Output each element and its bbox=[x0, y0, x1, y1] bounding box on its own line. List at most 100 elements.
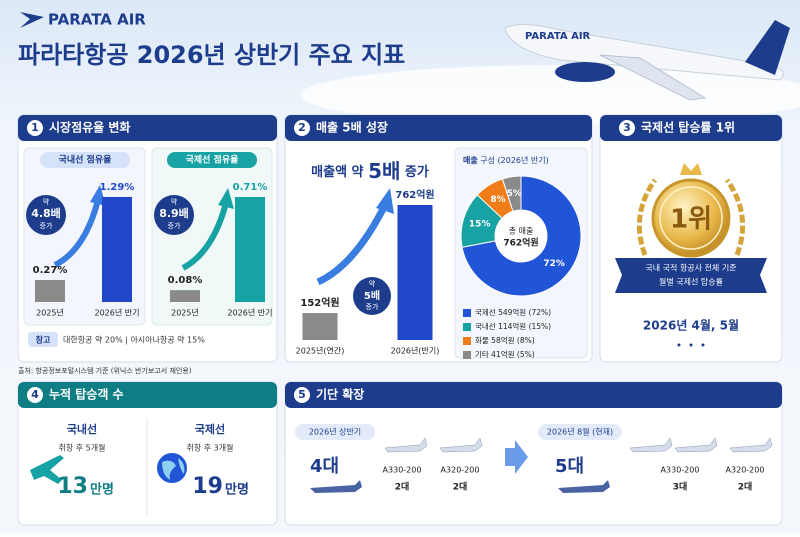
legend-label: 국제선 549억원 (72%) bbox=[475, 308, 551, 317]
bar-value-label: 1.29% bbox=[100, 182, 135, 193]
panel-title: 누적 탑승객 수 bbox=[49, 387, 124, 402]
panel-number: 5 bbox=[298, 388, 306, 401]
legend-label: 화물 58억원 (8%) bbox=[475, 336, 535, 345]
bar-category-label: 2026년 반기 bbox=[228, 308, 273, 318]
fleet-period: 2026년 8월 (현재) bbox=[547, 427, 613, 437]
logo bbox=[20, 12, 44, 28]
badge-text: 증가 bbox=[40, 221, 53, 230]
fleet-model: A330-200 bbox=[383, 466, 422, 475]
bar-category-label: 2026년(반기) bbox=[391, 346, 440, 356]
fleet-count: 3대 bbox=[673, 481, 688, 493]
bar bbox=[397, 205, 433, 340]
bar-value-label: 0.08% bbox=[168, 275, 203, 286]
headline-text: 증가 bbox=[400, 165, 428, 180]
legend-label: 국내선 114억원 (15%) bbox=[475, 322, 551, 331]
bar bbox=[102, 197, 132, 302]
fleet-total: 5대 bbox=[555, 456, 584, 477]
headline: 매출액 약 5배 증가 bbox=[311, 159, 429, 183]
passenger-value: 13 bbox=[57, 474, 88, 499]
panel-number: 2 bbox=[298, 121, 306, 134]
donut-label: 8% bbox=[490, 195, 505, 205]
fleet-model: A320-200 bbox=[726, 466, 765, 475]
source: 출처: 항공정보포털시스템 기준 (위닉스 반기보고서 재인용) bbox=[18, 366, 192, 375]
fleet-count: 2대 bbox=[453, 481, 468, 493]
bar-value-label: 152억원 bbox=[300, 296, 339, 309]
fleet-total: 4대 bbox=[310, 456, 339, 477]
legend-swatch bbox=[463, 337, 471, 345]
bar-value-label: 0.71% bbox=[233, 182, 268, 193]
route-label: 국제선 bbox=[195, 422, 225, 436]
panel-number: 4 bbox=[31, 388, 39, 401]
bar-value-label: 0.27% bbox=[33, 265, 68, 276]
badge-value: 4.8배 bbox=[31, 206, 61, 220]
headline-text: 매출액 약 bbox=[311, 164, 368, 180]
donut-title-tag: 매출 bbox=[463, 155, 478, 165]
panel-number: 1 bbox=[31, 121, 39, 134]
bar-value-label: 762억원 bbox=[395, 188, 434, 201]
fleet-count: 2대 bbox=[738, 481, 753, 493]
panel-title: 기단 확장 bbox=[316, 387, 364, 402]
donut-label: 15% bbox=[469, 220, 491, 230]
legend-swatch bbox=[463, 309, 471, 317]
badge-text: 약 bbox=[171, 197, 178, 206]
donut-slice bbox=[461, 175, 582, 297]
passenger-unit: 만명 bbox=[90, 482, 114, 498]
rank-date: 2026년 4월, 5월 bbox=[643, 318, 739, 333]
chart-tag: 국내선 점유율 bbox=[59, 154, 112, 166]
fleet: 2026년 상반기 4대 A330-200 2대 A320-200 2대 202… bbox=[295, 424, 773, 493]
badge-text: 약 bbox=[43, 197, 50, 206]
badge-value: 5배 bbox=[364, 289, 380, 302]
note-tag: 참고 bbox=[36, 335, 51, 345]
bar bbox=[235, 197, 265, 302]
brand: PARATA AIR bbox=[48, 11, 146, 29]
route-label: 국내선 bbox=[67, 422, 97, 436]
bar bbox=[302, 313, 338, 340]
donut-label: 5% bbox=[507, 189, 522, 199]
route-sub: 취항 후 5개월 bbox=[59, 443, 106, 453]
fleet-model: A320-200 bbox=[441, 466, 480, 475]
note: 대한항공 약 20% | 아시아나항공 약 15% bbox=[63, 335, 205, 345]
donut-center: 총 매출 bbox=[509, 226, 534, 236]
fleet-count: 2대 bbox=[395, 481, 410, 493]
ribbon-text: 국내 국적 항공사 전체 기준 bbox=[645, 263, 736, 273]
medal-text: 1위 bbox=[670, 205, 712, 235]
bar-category-label: 2026년 반기 bbox=[95, 308, 140, 318]
page-title: 파라타항공 2026년 상반기 주요 지표 bbox=[18, 41, 405, 69]
legend-swatch bbox=[463, 351, 471, 359]
bar-category-label: 2025년 bbox=[171, 308, 199, 318]
bar-category-label: 2025년(연간) bbox=[296, 346, 345, 356]
donut-slice bbox=[501, 175, 522, 212]
bar-category-label: 2025년 bbox=[36, 308, 64, 318]
panel-headers: 1 시장점유율 변화 2 매출 5배 성장 3 국제선 탑승률 1위 4 누적 … bbox=[27, 120, 735, 403]
panel-title: 시장점유율 변화 bbox=[49, 120, 130, 135]
badge-text: 약 bbox=[369, 279, 376, 288]
passenger-unit: 만명 bbox=[225, 482, 249, 498]
donut-center-value: 762억원 bbox=[503, 237, 538, 249]
fleet-period: 2026년 상반기 bbox=[309, 427, 361, 437]
legend-label: 기타 41억원 (5%) bbox=[475, 350, 535, 359]
passenger-value: 19 bbox=[192, 474, 223, 499]
header: PARATA AIR 파라타항공 2026년 상반기 주요 지표 bbox=[18, 11, 405, 70]
plane-livery: PARATA AIR bbox=[525, 31, 591, 42]
bar bbox=[170, 290, 200, 302]
ribbon-text: 월별 국제선 탑승률 bbox=[659, 277, 723, 287]
badge-text: 증가 bbox=[366, 302, 379, 311]
panel-number: 3 bbox=[623, 121, 631, 134]
passengers: 국내선 취항 후 5개월 13 만명 국제선 취항 후 3개월 19 만명 bbox=[30, 418, 249, 515]
airplane-illustration: PARATA AIR bbox=[504, 20, 790, 101]
rank: 1위 국내 국적 항공사 전체 기준 월별 국제선 탑승률 2026년 4월, … bbox=[615, 163, 767, 347]
headline-value: 5배 bbox=[368, 159, 400, 183]
donut-label: 72% bbox=[543, 259, 565, 269]
route-sub: 취항 후 3개월 bbox=[187, 443, 234, 453]
chart-tag: 국제선 점유율 bbox=[186, 154, 239, 166]
badge-value: 8.9배 bbox=[159, 206, 189, 220]
donut-title-text: 구성 (2026년 반기) bbox=[478, 155, 549, 165]
donut-hole bbox=[496, 211, 546, 261]
legend-swatch bbox=[463, 323, 471, 331]
bar bbox=[35, 280, 65, 302]
fleet-model: A330-200 bbox=[661, 466, 700, 475]
badge-text: 증가 bbox=[168, 221, 181, 230]
panel-title: 매출 5배 성장 bbox=[316, 120, 388, 135]
